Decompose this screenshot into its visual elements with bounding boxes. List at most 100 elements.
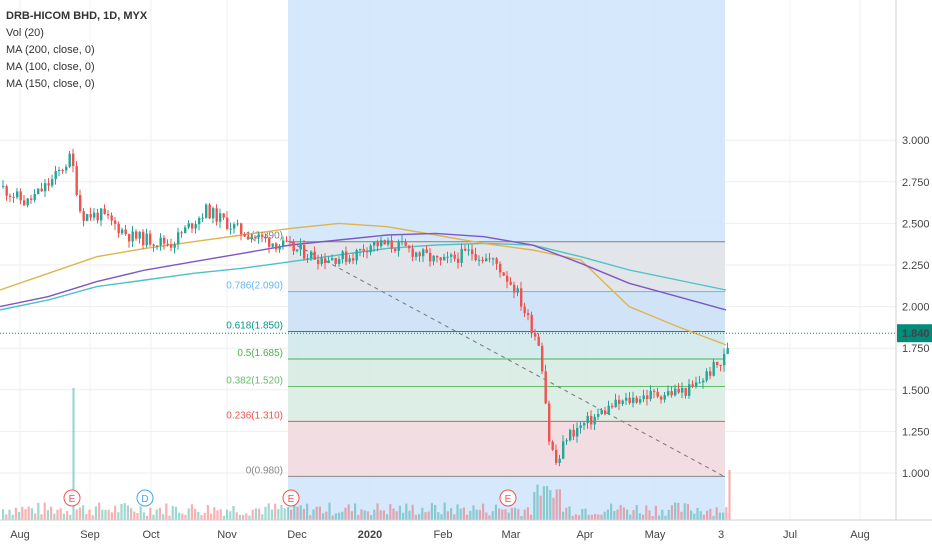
candle-body: [625, 397, 628, 401]
candle-body: [723, 353, 726, 366]
fibonacci-retracement[interactable]: 1(2.390) 0.786(2.090) 0.618(1.850) 0.5(1.68…: [226, 231, 725, 477]
volume-bar: [344, 507, 347, 520]
volume-bar: [299, 505, 302, 520]
volume-bar: [373, 509, 376, 520]
volume-bar: [597, 514, 600, 520]
candle-body: [51, 179, 54, 186]
candle-body: [502, 272, 505, 276]
time-axis[interactable]: Aug Sep Oct Nov Dec 2020 Feb Mar Apr May 3 Jul Aug: [0, 519, 932, 550]
candle-body: [191, 223, 194, 229]
candle-body: [660, 396, 663, 400]
candle-body: [506, 275, 509, 282]
candle-body: [408, 245, 411, 249]
candle-body: [639, 399, 642, 403]
volume-bar: [184, 514, 187, 520]
volume-bar: [507, 512, 510, 520]
symbol-title[interactable]: DRB-HICOM BHD, 1D, MYX: [6, 10, 148, 22]
candle-body: [425, 249, 428, 253]
candle-body: [187, 223, 190, 228]
candle-body: [89, 214, 92, 218]
volume-bar: [430, 503, 433, 520]
volume-bar: [539, 495, 542, 520]
candle-body: [397, 241, 400, 251]
indicator-volume[interactable]: Vol (20): [6, 27, 44, 39]
event-marker-earnings[interactable]: [63, 489, 81, 507]
volume-bar: [27, 506, 30, 520]
volume-bar: [651, 515, 654, 520]
candle-body: [170, 244, 173, 248]
indicator-ma-150[interactable]: MA (150, close, 0): [6, 78, 95, 90]
volume-bar: [216, 510, 219, 520]
candle-body: [516, 288, 519, 293]
candle-body: [317, 259, 320, 264]
volume-bar: [578, 515, 581, 520]
candle-body: [110, 215, 113, 221]
volume-bar: [190, 504, 193, 520]
volume-bar: [46, 510, 49, 520]
volume-bar: [590, 514, 593, 520]
volume-bar: [603, 511, 606, 520]
volume-bar: [517, 509, 520, 520]
volume-bar: [75, 509, 78, 520]
price-tick-label: 2.000: [902, 302, 930, 314]
candle-body: [26, 198, 29, 206]
volume-bar: [274, 503, 277, 520]
volume-bar: [363, 510, 366, 520]
candle-body: [513, 284, 516, 293]
volume-bar: [91, 515, 94, 520]
event-marker-earnings[interactable]: [499, 489, 517, 507]
event-marker-earnings[interactable]: [282, 489, 300, 507]
candle-body: [152, 244, 155, 246]
candle-body: [310, 251, 313, 259]
volume-bar: [120, 503, 123, 520]
candle-body: [593, 416, 596, 425]
indicator-ma-100[interactable]: MA (100, close, 0): [6, 61, 95, 73]
candle-body: [222, 213, 225, 218]
fib-trend-line: [289, 241, 725, 477]
indicator-ma-200[interactable]: MA (200, close, 0): [6, 44, 95, 56]
candle-body: [261, 234, 264, 237]
volume-bar: [581, 509, 584, 520]
volume-bar: [491, 511, 494, 520]
volume-bar: [610, 503, 613, 520]
price-axis-bg: [896, 0, 932, 550]
candle-body: [2, 186, 5, 188]
price-axis[interactable]: 3.000 2.750 2.500 2.250 2.000 1.750 1.500 1.250…: [895, 0, 932, 550]
volume-bar: [408, 510, 411, 520]
volume-bar: [405, 503, 408, 520]
candle-body: [103, 208, 106, 215]
candle-body: [415, 252, 418, 257]
volume-bar: [555, 489, 558, 520]
candle-body: [719, 364, 722, 366]
candle-body: [327, 260, 330, 264]
candle-body: [530, 314, 533, 334]
candle-body: [282, 240, 285, 246]
volume-bar: [136, 512, 139, 520]
volume-bar: [187, 508, 190, 520]
volume-bar: [286, 507, 289, 520]
candle-body: [40, 188, 43, 192]
candle-body: [135, 231, 138, 239]
volume-bar: [302, 508, 305, 520]
time-tick-label: Apr: [576, 529, 593, 541]
volume-bar: [568, 506, 571, 520]
volume-bar: [152, 514, 155, 520]
candle-body: [579, 425, 582, 428]
candle-body: [320, 258, 323, 264]
volume-bar: [478, 509, 481, 520]
last-price-badge: [897, 324, 932, 343]
candle-body: [488, 258, 491, 260]
event-marker-dividend[interactable]: [136, 489, 154, 507]
volume-bar: [117, 512, 120, 520]
candle-body: [656, 391, 659, 397]
candle-body: [499, 263, 502, 273]
candle-body: [184, 227, 187, 234]
volume-bar: [558, 489, 561, 520]
fib-label-0.382: 0.382(1.520): [226, 375, 283, 386]
candle-body: [292, 241, 295, 252]
candle-body: [646, 395, 649, 400]
candle-body: [439, 257, 442, 261]
time-tick-label: Sep: [80, 529, 100, 541]
